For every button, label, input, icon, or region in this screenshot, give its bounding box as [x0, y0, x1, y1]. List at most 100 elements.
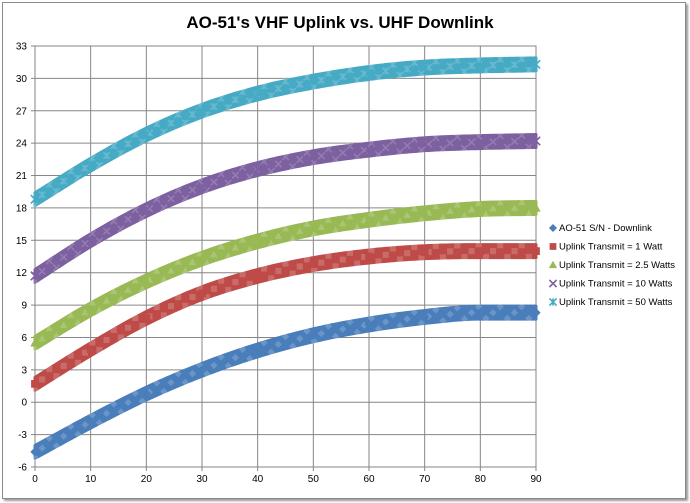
series-texture [467, 61, 476, 70]
legend-marker [548, 279, 558, 288]
series-texture [67, 352, 74, 359]
series-texture [160, 275, 168, 283]
series-texture [138, 285, 147, 292]
series-texture [460, 315, 469, 323]
data-point [197, 181, 207, 192]
data-point [365, 252, 373, 261]
series-texture [232, 279, 239, 286]
data-point [197, 365, 207, 375]
series-texture [489, 61, 497, 69]
series-texture [139, 322, 146, 329]
series-texture [346, 212, 354, 220]
data-point [476, 247, 485, 255]
series-texture [296, 227, 304, 235]
series-texture [181, 194, 190, 203]
series-texture [59, 253, 68, 262]
series-texture [117, 295, 125, 303]
data-point [364, 319, 374, 330]
series-texture [67, 167, 75, 175]
series-texture [53, 373, 60, 380]
series-texture [218, 277, 225, 284]
series-texture [274, 84, 283, 93]
data-point [531, 308, 541, 318]
y-tick-label: 3 [21, 365, 27, 376]
y-tick-label: -6 [18, 463, 27, 474]
y-tick-label: 27 [16, 106, 28, 117]
series-texture [210, 250, 218, 258]
series-texture [152, 195, 161, 204]
series-texture [195, 177, 204, 186]
series-texture [432, 133, 440, 142]
series-texture [203, 258, 211, 266]
series-texture [282, 260, 289, 267]
series-texture [60, 362, 67, 369]
series-texture [446, 207, 454, 214]
series-texture [288, 87, 297, 96]
series-texture [267, 92, 275, 100]
series-texture [281, 224, 290, 232]
series-texture [454, 242, 461, 249]
series-texture [389, 245, 396, 252]
series-texture [338, 149, 347, 157]
series-texture [210, 178, 218, 186]
series-texture [239, 271, 246, 278]
series-texture [261, 265, 268, 272]
series-texture [324, 216, 333, 223]
data-point [30, 338, 40, 347]
series-texture [267, 167, 275, 176]
data-point [419, 62, 430, 73]
legend-marker [548, 223, 558, 233]
series-texture [131, 130, 139, 139]
data-point [252, 236, 263, 246]
series-texture [203, 370, 211, 378]
axes: -6 -3 0 3 6 9 12 15 18 21 24 27 30 33 0 10 20 30 40 50 60 70 8… [16, 42, 542, 486]
legend-label: Uplink Transmit = 10 Watts [559, 279, 673, 290]
data-point [30, 194, 40, 205]
data-point [309, 260, 318, 268]
series-texture [368, 247, 375, 254]
series-texture [167, 119, 175, 127]
series-texture [246, 280, 253, 287]
series-texture [224, 362, 232, 370]
series-texture [224, 103, 233, 112]
series-texture [389, 60, 397, 69]
series-texture [517, 198, 526, 206]
series-texture [182, 302, 189, 309]
series-texture [152, 120, 161, 128]
data-point [308, 152, 319, 162]
series-texture [231, 171, 240, 180]
legend-label: Uplink Transmit = 1 Watt [559, 242, 663, 253]
series-texture [504, 253, 511, 260]
series-texture [453, 200, 461, 208]
series-texture [124, 215, 132, 224]
series-texture [131, 389, 139, 397]
grid [34, 45, 537, 468]
series-texture [490, 248, 497, 255]
data-point [531, 59, 541, 70]
series-texture [267, 239, 275, 247]
series-texture [217, 170, 225, 178]
series-texture [346, 65, 354, 74]
series-texture [67, 311, 75, 318]
series-texture [124, 398, 132, 407]
series-texture [124, 286, 132, 293]
series-texture [510, 309, 519, 317]
data-point [253, 272, 262, 280]
y-tick-label: -3 [18, 430, 27, 441]
series-texture [59, 177, 68, 186]
series-texture [52, 264, 61, 272]
series-texture [396, 71, 404, 80]
series-texture [518, 303, 526, 311]
data-point [252, 164, 263, 174]
series-texture [81, 164, 89, 172]
series-texture [188, 369, 197, 378]
x-tick-label: 70 [419, 474, 431, 485]
series-texture [174, 186, 182, 194]
series-texture [103, 336, 110, 343]
series-texture [296, 80, 304, 88]
series-texture [45, 324, 54, 332]
series-texture [160, 312, 167, 319]
series-texture [353, 76, 361, 85]
series-texture [167, 195, 175, 203]
